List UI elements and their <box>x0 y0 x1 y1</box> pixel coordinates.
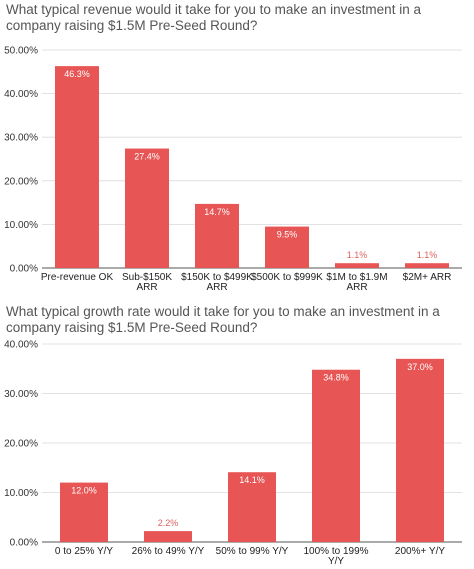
data-label: 14.1% <box>239 475 265 485</box>
category-label-line: 0 to 25% Y/Y <box>55 546 114 557</box>
bar <box>335 263 379 268</box>
y-tick-label: 0.00% <box>10 264 38 275</box>
bar <box>228 472 276 542</box>
category-label-line: 100% to 199% <box>303 546 368 557</box>
category-label-line: Y/Y <box>328 556 344 567</box>
data-label: 14.7% <box>204 207 230 217</box>
bar <box>144 531 192 542</box>
category-label: 26% to 49% Y/Y <box>132 546 205 557</box>
category-label-line: $1M to $1.9M <box>326 272 387 283</box>
category-label: 50% to 99% Y/Y <box>216 546 289 557</box>
data-label: 34.8% <box>323 373 349 383</box>
data-label: 9.5% <box>277 230 298 240</box>
bar <box>405 263 449 268</box>
bar <box>125 148 169 268</box>
data-label: 27.4% <box>134 152 160 162</box>
category-label-line: Sub-$150K <box>122 272 172 283</box>
revenue-chart-plot: 0.00% 10.00% 20.00% 30.00% 40.00% 50.00% 46.3%… <box>4 46 462 293</box>
data-label: 12.0% <box>71 486 97 496</box>
y-tick-label: 40.00% <box>4 89 38 100</box>
growth-chart: What typical growth rate would it take f… <box>0 296 474 569</box>
bar <box>312 369 360 542</box>
y-tick-label: 30.00% <box>4 389 38 400</box>
data-label: 46.3% <box>64 69 90 79</box>
growth-chart-plot: 0.00% 10.00% 20.00% 30.00% 40.00% 12.0% 0 to 2… <box>4 340 462 567</box>
category-label-line: $2M+ ARR <box>403 272 452 283</box>
y-tick-label: 30.00% <box>4 133 38 144</box>
bar <box>195 203 239 268</box>
data-label: 1.1% <box>347 250 368 260</box>
category-label: Sub-$150K ARR <box>122 272 172 293</box>
category-label-line: ARR <box>136 282 157 293</box>
category-label-line: 200%+ Y/Y <box>395 546 445 557</box>
bar <box>60 482 108 542</box>
category-label: $150K to $499K ARR <box>181 272 253 293</box>
data-label: 37.0% <box>407 362 433 372</box>
category-label-line: Pre-revenue OK <box>41 272 114 283</box>
y-tick-label: 50.00% <box>4 46 38 57</box>
y-tick-label: 10.00% <box>4 220 38 231</box>
category-label: 200%+ Y/Y <box>395 546 445 557</box>
category-label-line: $150K to $499K <box>181 272 253 283</box>
data-label: 1.1% <box>417 250 438 260</box>
category-label: $2M+ ARR <box>403 272 452 283</box>
chart-title: What typical revenue would it take for y… <box>6 2 421 33</box>
category-label-line: ARR <box>206 282 227 293</box>
category-label: 0 to 25% Y/Y <box>55 546 114 557</box>
y-tick-label: 20.00% <box>4 439 38 450</box>
y-tick-label: 10.00% <box>4 488 38 499</box>
y-tick-label: 40.00% <box>4 340 38 351</box>
revenue-chart: What typical revenue would it take for y… <box>0 0 474 293</box>
y-tick-label: 0.00% <box>10 538 38 549</box>
category-label: $1M to $1.9M ARR <box>326 272 387 293</box>
category-label: $500K to $999K <box>251 272 323 283</box>
category-label-line: ARR <box>346 282 367 293</box>
category-label: 100% to 199% Y/Y <box>303 546 368 567</box>
chart-title: What typical growth rate would it take f… <box>6 304 440 335</box>
category-label-line: 50% to 99% Y/Y <box>216 546 289 557</box>
y-tick-label: 20.00% <box>4 176 38 187</box>
bar <box>55 66 99 268</box>
bar <box>265 226 309 268</box>
bar <box>396 358 444 542</box>
category-label: Pre-revenue OK <box>41 272 114 283</box>
category-label-line: 26% to 49% Y/Y <box>132 546 205 557</box>
category-label-line: $500K to $999K <box>251 272 323 283</box>
data-label: 2.2% <box>158 518 179 528</box>
